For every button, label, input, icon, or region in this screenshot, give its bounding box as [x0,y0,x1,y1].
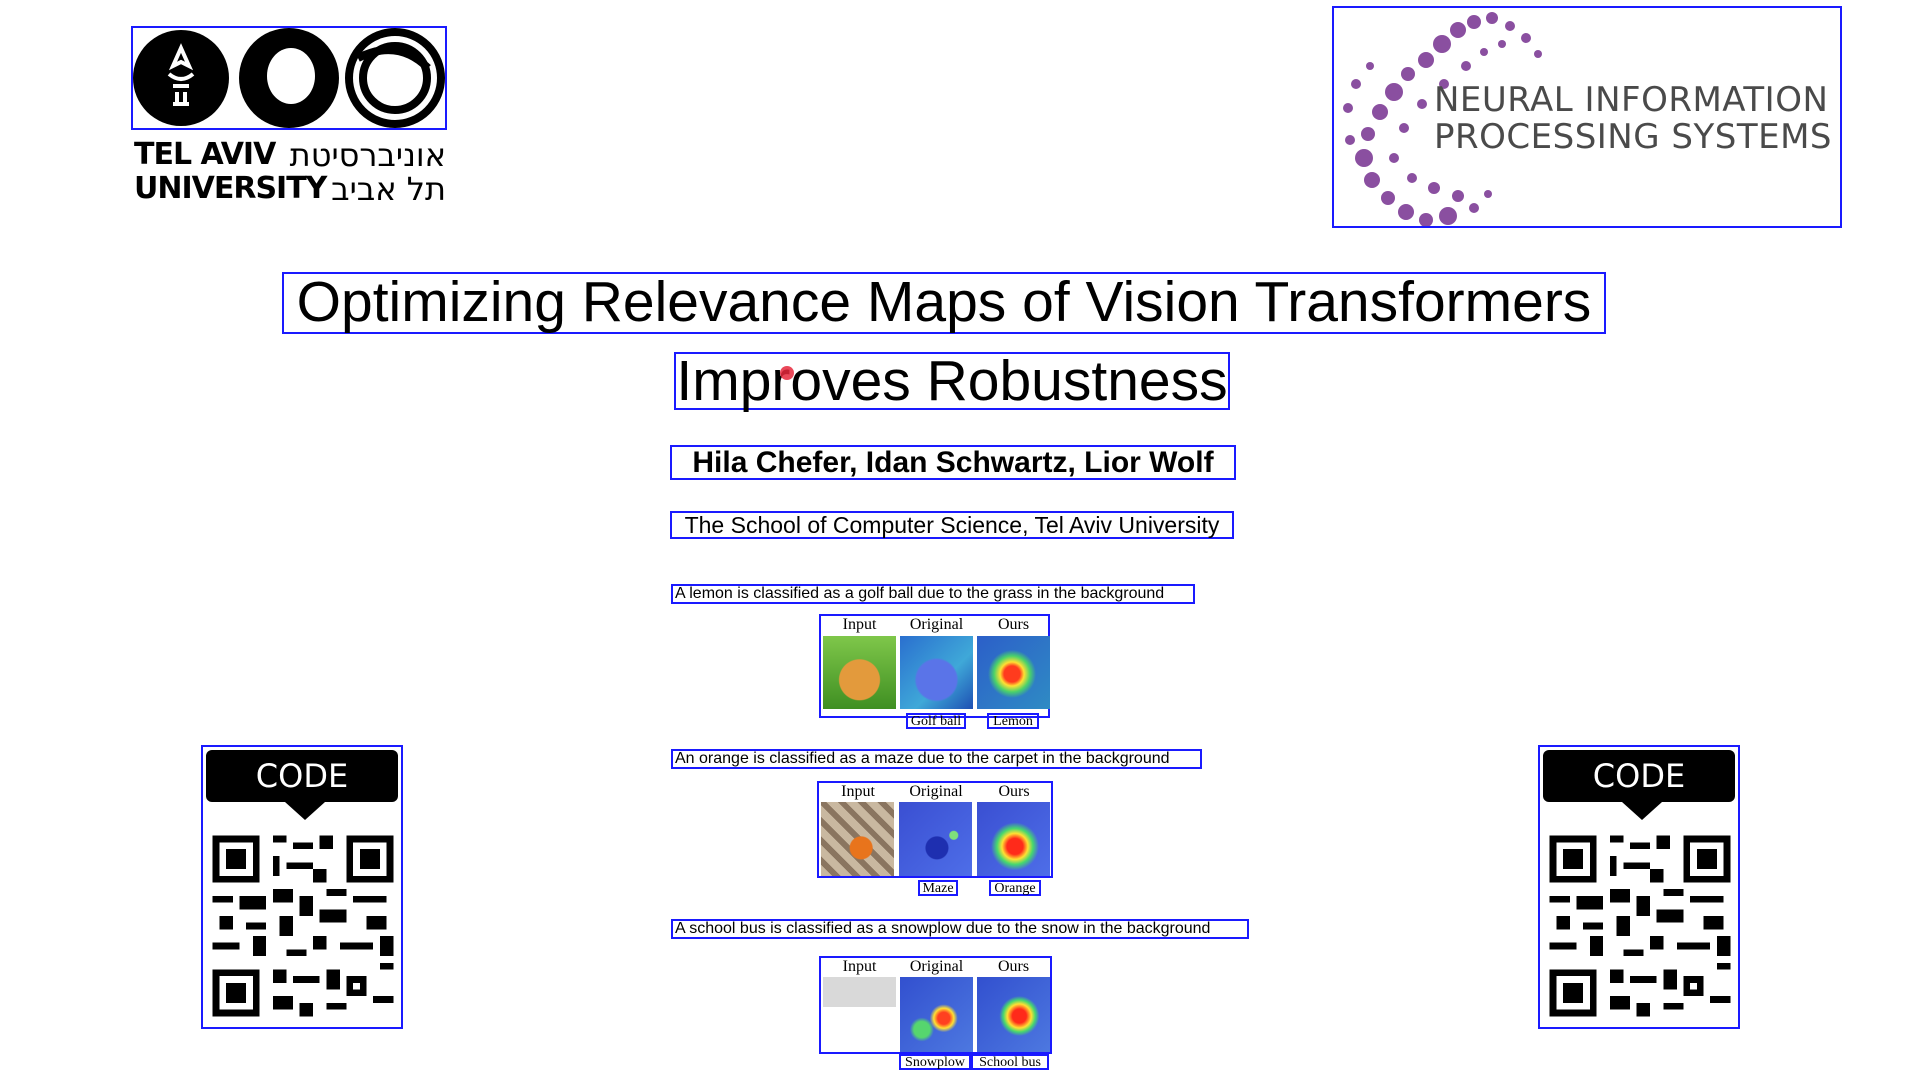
pred-ours-1: Lemon [987,713,1039,729]
grid-header-ours: Ours [997,958,1030,975]
ours-heatmap-image [977,977,1050,1052]
grid-header-input: Input [842,616,877,633]
example-caption-3: A school bus is classified as a snowplow… [671,919,1249,939]
grid-header-original: Original [909,783,963,800]
input-image [821,802,894,876]
grid-header-input: Input [841,783,875,800]
neurips-dots-icon [1343,12,1542,226]
tau-logo-text: TEL AVIV UNIVERSITY אוניברסיטת תל אביב [134,138,446,210]
code-label-right: CODE [1543,750,1735,802]
pred-ours-2: Orange [989,880,1041,896]
original-heatmap-image [900,977,973,1052]
title-line1: Optimizing Relevance Maps of Vision Tran… [282,272,1606,334]
grid-header-original: Original [909,616,964,633]
code-pointer-left [285,802,325,820]
qr-code-icon [206,829,400,1023]
input-image [823,636,896,709]
example-grid-3: Input Original Ours [819,956,1052,1054]
example-caption-2: An orange is classified as a maze due to… [671,749,1202,769]
grid-header-ours: Ours [997,616,1030,633]
pred-original-1: Golf ball [906,713,966,729]
grid-header-original: Original [909,958,964,975]
ours-heatmap-image [977,636,1050,709]
example-grid-1: Input Original Ours [819,614,1050,718]
cursor-marker [780,366,794,380]
code-qr-left[interactable]: CODE [201,745,403,1029]
grid-header-ours: Ours [998,783,1030,800]
tau-he-line1: אוניברסיטת [289,136,446,174]
code-qr-right[interactable]: CODE [1538,745,1740,1029]
ours-heatmap-image [977,802,1050,876]
original-heatmap-image [900,636,973,709]
tau-logo-circles [131,26,447,130]
qr-code-icon [1543,829,1737,1023]
input-image [823,977,896,1052]
code-label-left: CODE [206,750,398,802]
example-caption-1: A lemon is classified as a golf ball due… [671,584,1195,604]
original-heatmap-image [899,802,972,876]
neurips-line2: PROCESSING SYSTEMS [1434,117,1832,157]
authors: Hila Chefer, Idan Schwartz, Lior Wolf [670,445,1236,480]
pred-ours-3: School bus [971,1054,1049,1070]
tau-en-line2: UNIVERSITY [134,171,327,206]
neurips-logo: NEURAL INFORMATION PROCESSING SYSTEMS [1332,6,1842,228]
affiliation: The School of Computer Science, Tel Aviv… [670,511,1234,539]
grid-header-input: Input [842,958,877,975]
pred-original-2: Maze [918,880,958,896]
pred-original-3: Snowplow [899,1054,971,1070]
title-line2: Improves Robustness [674,352,1230,410]
tau-en-line1: TEL AVIV [134,137,276,172]
code-pointer-right [1622,802,1662,820]
tau-he-line2: תל אביב [331,170,446,208]
neurips-line1: NEURAL INFORMATION [1434,80,1829,120]
example-grid-2: Input Original Ours [817,781,1053,878]
